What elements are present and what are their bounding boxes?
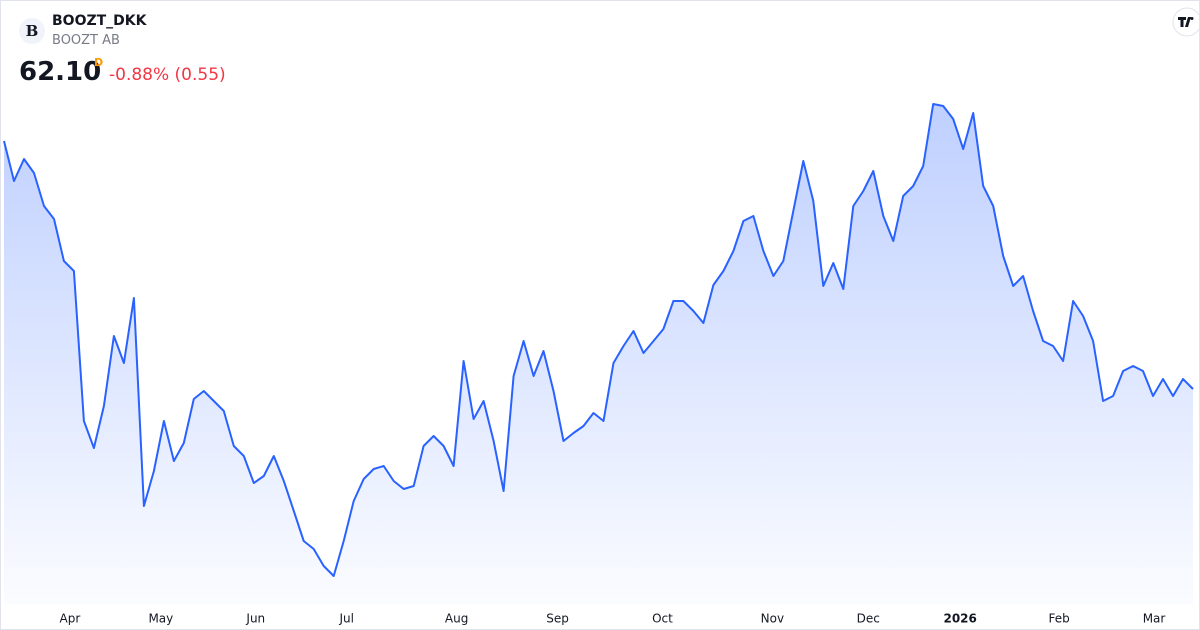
x-tick-label: Dec — [857, 612, 880, 626]
area-fill — [4, 104, 1193, 604]
logo-circle — [19, 18, 45, 44]
symbol: BOOZT_DKK — [52, 13, 147, 29]
x-tick-label: Aug — [445, 612, 468, 626]
tv-logo — [1172, 7, 1199, 37]
price-change: -0.88% (0.55) — [109, 65, 226, 85]
x-tick-label: May — [148, 612, 173, 626]
interval: D — [94, 56, 104, 69]
price-line — [3, 103, 1194, 577]
price: 62.10 — [19, 57, 102, 87]
x-tick-label: Feb — [1048, 612, 1069, 626]
x-tick-label: Mar — [1143, 612, 1166, 626]
x-tick-label: Oct — [652, 612, 673, 626]
x-tick-label: Jul — [338, 612, 353, 626]
company-name: BOOZT AB — [52, 33, 120, 48]
x-tick-label: Apr — [60, 612, 81, 626]
x-tick-label: Nov — [761, 612, 784, 626]
x-tick-label: Sep — [546, 612, 569, 626]
x-tick-label: Jun — [245, 612, 265, 626]
x-tick-label: 2026 — [943, 612, 976, 626]
logo-letter: B — [26, 22, 39, 40]
